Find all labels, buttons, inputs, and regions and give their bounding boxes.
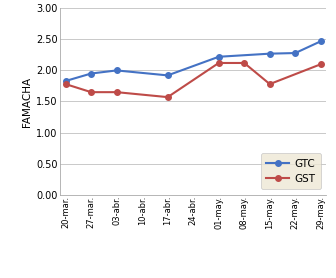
GST <box>319 63 323 66</box>
GTC <box>319 39 323 43</box>
GST <box>64 82 68 86</box>
Y-axis label: FAMACHA: FAMACHA <box>22 76 32 126</box>
GTC <box>217 55 221 58</box>
GST <box>166 95 170 99</box>
GTC <box>268 52 272 55</box>
GTC <box>64 79 68 83</box>
GTC <box>293 51 297 55</box>
Legend: GTC, GST: GTC, GST <box>261 153 321 189</box>
GST <box>89 91 93 94</box>
GTC <box>89 72 93 75</box>
Line: GTC: GTC <box>63 38 324 84</box>
GTC <box>115 69 119 72</box>
GST <box>242 61 246 65</box>
Line: GST: GST <box>63 60 324 100</box>
GST <box>268 82 272 86</box>
GST <box>217 61 221 65</box>
GTC <box>166 74 170 77</box>
GST <box>115 91 119 94</box>
